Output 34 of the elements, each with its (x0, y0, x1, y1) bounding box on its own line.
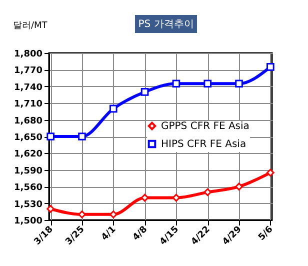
y-tick-label: 1,590 (14, 166, 42, 176)
point (204, 80, 212, 88)
x-tick-label: 5/6 (256, 224, 276, 243)
legend-label: GPPS CFR FE Asia (161, 121, 250, 132)
point (46, 204, 54, 213)
point (78, 132, 86, 140)
point (235, 80, 243, 88)
y-tick-label: 1,500 (14, 216, 42, 226)
y-tick-label: 1,770 (14, 66, 42, 76)
x-tick-label: 4/1 (100, 224, 118, 243)
y-tick-label: 1,620 (14, 150, 42, 160)
y-tick-label: 1,530 (14, 200, 42, 210)
point (235, 182, 243, 191)
point (140, 88, 149, 96)
point (109, 210, 118, 218)
y-tick-label: 1,710 (14, 100, 42, 110)
point (46, 132, 54, 140)
point (172, 80, 180, 88)
legend-label: HIPS CFR FE Asia (161, 139, 246, 150)
y-tick-label: 1,800 (14, 50, 42, 60)
y-tick-label: 1,740 (14, 82, 42, 93)
point (266, 168, 274, 177)
y-axis-title: 달러/MT (13, 21, 48, 31)
y-tick-label: 1,650 (14, 133, 42, 143)
x-tick-label: 4/8 (131, 224, 150, 243)
y-tick-label: 1,560 (14, 183, 42, 194)
point (204, 188, 212, 196)
y-tick-label: 1,680 (14, 116, 42, 126)
point (109, 104, 118, 113)
point (78, 210, 86, 218)
chart-title: PS 가격추이 (138, 19, 194, 30)
point (172, 194, 180, 202)
point (266, 63, 274, 71)
point (140, 194, 149, 202)
